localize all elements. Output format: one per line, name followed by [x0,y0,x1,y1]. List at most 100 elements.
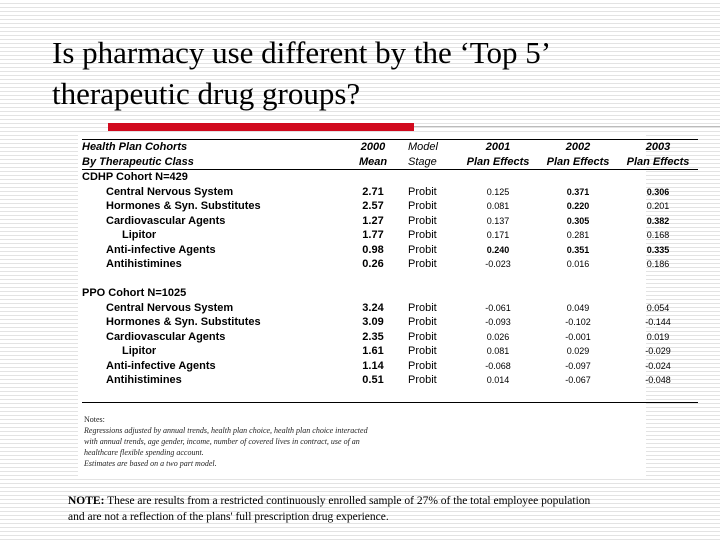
row-effect-2003: 0.054 [646,302,670,313]
row-label: Anti-infective Agents [106,359,216,372]
footnote-text-2: and are not a reflection of the plans' f… [68,511,389,523]
row-mean: 3.09 [362,316,384,328]
slide-title: Is pharmacy use different by the ‘Top 5’… [52,32,712,114]
row-label: Lipitor [122,229,157,241]
row-effect-2001: 0.081 [486,201,510,211]
row-label: Cardiovascular Agents [106,214,226,227]
row-stage: Probit [408,359,437,372]
row-stage: Probit [408,214,437,227]
row-effect-2001: -0.061 [485,302,511,313]
row-effect-2003: 0.019 [646,331,670,342]
row-mean: 1.77 [362,229,384,241]
row-effect-2002: -0.001 [565,331,591,342]
row-label: Anti-infective Agents [106,243,216,256]
cohort-label: PPO Cohort N=1025 [82,287,187,299]
row-label: Central Nervous System [106,301,234,314]
row-mean: 0.26 [362,258,384,270]
row-mean: 1.14 [362,359,384,372]
header-plan-effects-2002: Plan Effects [538,154,618,170]
row-stage: Probit [408,345,437,357]
header-mean-year: 2000 [338,139,408,155]
row-effect-2003: 0.335 [646,244,670,255]
row-stage: Probit [408,243,437,256]
footnote-label: NOTE: [68,495,105,507]
plan-effects-table: Health Plan Cohorts 2000 Model 2001 2002… [82,139,698,403]
row-effect-2002: 0.351 [566,244,590,255]
row-effect-2002: 0.305 [566,215,590,226]
row-mean: 0.51 [362,374,384,386]
table-bottom-rule [82,387,698,403]
row-mean: 2.57 [362,200,384,212]
row-effect-2001: -0.068 [485,360,511,371]
row-effect-2002: -0.067 [565,375,591,385]
row-effect-2001: 0.137 [486,215,510,226]
row-effect-2001: 0.081 [486,346,510,356]
table-notes: Notes: Regressions adjusted by annual tr… [84,414,444,469]
row-mean: 2.35 [362,330,384,343]
row-mean: 1.27 [362,214,384,227]
row-label: Lipitor [122,345,157,357]
table-panel [78,134,646,477]
row-label: Antihistimines [106,258,182,270]
table-row: Anti-infective Agents 0.98 Probit 0.240 … [82,243,698,258]
spacer-row [82,272,698,287]
cohort-row-ppo: PPO Cohort N=1025 [82,286,698,301]
table-row: Anti-infective Agents 1.14 Probit -0.068… [82,359,698,374]
row-effect-2003: -0.024 [645,360,671,371]
row-effect-2002: 0.220 [566,201,590,211]
row-mean: 0.98 [362,243,384,256]
row-effect-2002: 0.029 [566,346,590,356]
row-label: Hormones & Syn. Substitutes [106,200,261,212]
row-stage: Probit [408,229,437,241]
header-therapeutic-class: By Therapeutic Class [82,154,338,170]
header-mean: Mean [338,154,408,170]
row-effect-2001: 0.240 [486,244,510,255]
row-stage: Probit [408,301,437,314]
row-stage: Probit [408,330,437,343]
row-effect-2002: -0.102 [565,317,591,327]
row-stage: Probit [408,200,437,212]
cohort-row-cdhp: CDHP Cohort N=429 [82,170,698,185]
header-plan-effects-2003: Plan Effects [618,154,698,170]
row-effect-2002: 0.049 [566,302,590,313]
row-stage: Probit [408,316,437,328]
row-stage: Probit [408,185,437,198]
row-effect-2002: 0.016 [566,259,590,269]
footnote-line-1: NOTE: These are results from a restricte… [68,493,708,509]
row-effect-2001: 0.125 [486,186,510,197]
row-mean: 2.71 [362,185,384,198]
header-row-1: Health Plan Cohorts 2000 Model 2001 2002… [82,139,698,155]
cohort-label: CDHP Cohort N=429 [82,171,188,183]
notes-line: Estimates are based on a two part model. [84,459,217,468]
footnote: NOTE: These are results from a restricte… [68,493,708,525]
header-stage: Stage [408,154,458,170]
row-effect-2002: 0.281 [566,230,590,240]
table-row: Central Nervous System 3.24 Probit -0.06… [82,301,698,316]
footnote-text-1: These are results from a restricted cont… [107,495,591,507]
table-row: Hormones & Syn. Substitutes 3.09 Probit … [82,315,698,330]
table-row: Antihistimines 0.51 Probit 0.014 -0.067 … [82,373,698,388]
header-2002: 2002 [538,139,618,155]
table-row: Lipitor 1.77 Probit 0.171 0.281 0.168 [82,228,698,243]
row-effect-2001: 0.171 [486,230,510,240]
row-effect-2001: 0.014 [486,375,510,385]
notes-line: healthcare flexible spending account. [84,448,204,457]
row-effect-2003: 0.201 [646,201,670,211]
header-cohorts: Health Plan Cohorts [82,139,338,155]
row-label: Central Nervous System [106,185,234,198]
header-row-2: By Therapeutic Class Mean Stage Plan Eff… [82,154,698,170]
table-row: Hormones & Syn. Substitutes 2.57 Probit … [82,199,698,214]
title-accent-bar [108,123,414,131]
header-2001: 2001 [458,139,538,155]
row-effect-2003: 0.168 [646,230,670,240]
notes-line: with annual trends, age gender, income, … [84,437,360,446]
row-effect-2001: -0.093 [485,317,511,327]
row-effect-2003: -0.029 [645,346,671,356]
row-label: Hormones & Syn. Substitutes [106,316,261,328]
row-effect-2002: 0.371 [566,186,590,197]
row-effect-2001: 0.026 [486,331,510,342]
row-effect-2003: 0.382 [646,215,670,226]
title-rule-line [414,126,720,127]
row-mean: 1.61 [362,345,384,357]
header-2003: 2003 [618,139,698,155]
